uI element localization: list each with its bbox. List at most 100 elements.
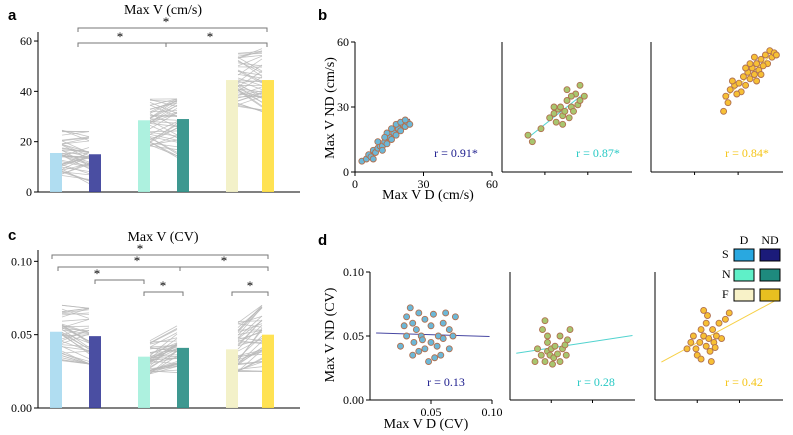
panel-letter-b: b [318,7,327,24]
paired-line [149,362,178,371]
paired-line [149,139,178,146]
data-point [439,319,447,327]
paired-line [61,329,90,335]
data-point [451,313,459,321]
legend-label-s: S [722,247,729,261]
significance-bracket [57,266,181,271]
paired-line [61,313,90,315]
y-tick-label: 0.10 [343,265,364,279]
data-point [567,92,575,100]
regression-line [661,297,781,363]
data-point [556,358,564,366]
paired-line [237,92,263,99]
paired-line [61,309,90,314]
data-point [718,335,726,343]
paired-line [237,366,263,370]
paired-line [237,77,263,86]
data-point [720,107,728,115]
paired-line [237,48,263,59]
data-point [726,86,734,94]
paired-line [61,131,90,136]
paired-line [61,152,90,165]
paired-line [61,332,90,344]
legend-label-n: N [722,267,731,281]
paired-line [237,361,263,366]
panel-d-ylabel: Max V ND (CV) [323,287,338,382]
bar-S-ND [89,154,101,192]
bar-F-ND [262,80,274,192]
paired-line [61,304,90,309]
data-point [711,344,719,351]
data-point [541,317,549,325]
data-point [445,326,453,334]
data-point [742,64,750,72]
data-point [403,332,411,340]
paired-line [149,100,178,114]
paired-line [237,103,263,112]
paired-line [237,305,263,324]
data-point [742,81,750,89]
paired-line [61,168,90,184]
data-point [383,140,391,148]
y-tick-label: 30 [337,100,349,114]
significance-bracket [77,27,268,32]
correlation-label: r = 0.91* [434,146,478,160]
paired-line [61,318,90,322]
significance-star: * [247,278,254,293]
data-point [415,347,423,355]
data-point [750,71,758,78]
data-point [564,336,571,344]
paired-line [61,327,90,336]
data-point [410,338,418,346]
data-point [445,345,453,353]
x-tick-label: 0.10 [482,405,503,419]
paired-line [61,155,90,159]
x-tick-label: 0 [352,177,358,191]
significance-star: * [134,253,141,268]
data-point [400,322,408,330]
legend-swatch-F-d [733,288,755,302]
data-point [735,79,743,87]
paired-line [237,89,263,103]
data-point [369,155,377,163]
data-point [397,127,405,135]
significance-bracket [231,291,269,296]
regression-line [376,332,490,337]
data-point [697,355,705,363]
significance-bracket [51,254,269,259]
data-point [757,55,765,63]
data-point [721,315,729,323]
data-point [733,90,741,98]
paired-line [61,307,90,312]
paired-line [149,110,178,113]
paired-line [237,90,263,96]
data-point [406,304,414,312]
paired-line [149,350,178,369]
paired-line [149,350,178,375]
legend-swatch-F-nd [759,288,781,302]
data-point [425,358,433,366]
panel-a-title: Max V (cm/s) [124,3,202,18]
x-tick-label: 60 [486,177,498,191]
paired-line [61,334,90,337]
panel-b-xlabel: Max V D (cm/s) [382,188,474,203]
paired-line [149,124,178,141]
paired-line [149,350,178,353]
paired-line [61,149,90,166]
data-point [687,338,695,346]
paired-line [237,54,263,59]
legend-swatch-N-nd [759,268,781,282]
y-tick-label: 60 [337,35,349,49]
x-tick-label: 30 [418,177,430,191]
data-point [388,136,395,143]
data-point [725,309,733,317]
significance-star: * [163,14,170,29]
paired-line [149,337,178,345]
paired-line [61,325,90,342]
significance-star: * [221,253,228,268]
correlation-label: r = 0.42 [725,375,763,389]
paired-line [61,137,90,145]
data-point [722,92,730,100]
data-point [388,125,395,133]
paired-line [149,99,178,103]
